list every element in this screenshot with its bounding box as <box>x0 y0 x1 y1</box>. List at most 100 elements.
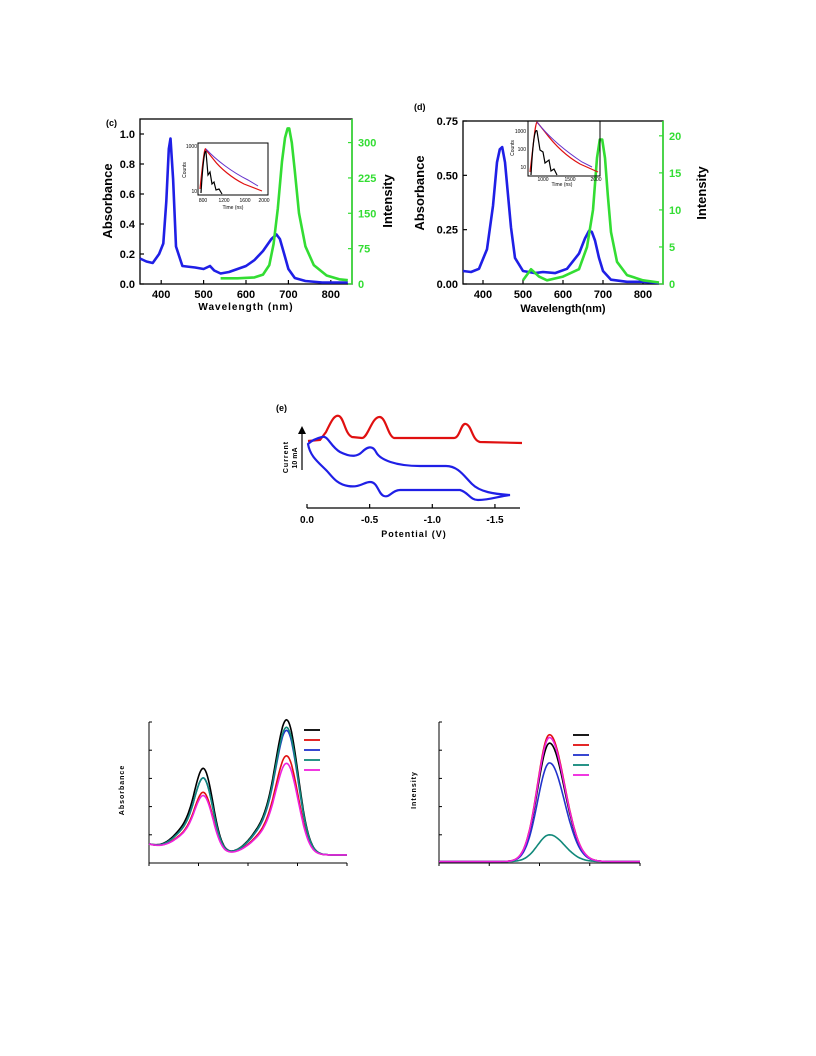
panel-e-dpv-curve <box>307 414 523 445</box>
panel-c-y2tick-label: 300 <box>358 138 376 150</box>
panel-d-xtick-label: 400 <box>474 289 492 301</box>
panel-c-series-emission <box>220 127 348 282</box>
panel-c-ytick-label: 0.6 <box>120 189 135 201</box>
panel-c-inset-xlabel: Time (ns) <box>223 205 244 211</box>
panel-d-xtick-label: 500 <box>514 289 532 301</box>
panel-bl: Absorbance <box>119 718 348 866</box>
panel-c-series-absorbance <box>139 137 348 284</box>
panel-e: (e) 0.0 -0.5 -1.0 -1.5 Potential (V) Curren… <box>276 403 523 539</box>
panel-c-inset-frame <box>197 142 269 196</box>
panel-c-series <box>139 127 348 284</box>
panel-c-y2tick-label: 150 <box>358 208 376 220</box>
panel-br-legend <box>573 734 589 776</box>
panel-d-series-absorbance <box>462 145 660 285</box>
panel-c-ytick-label: 1.0 <box>120 129 135 141</box>
panel-d-ytick-label: 0.00 <box>437 279 458 291</box>
panel-e-xtick-label: -1.0 <box>424 515 442 526</box>
panel-d-inset-xtick: 2000 <box>590 177 601 183</box>
panel-c-y2tick-label: 75 <box>358 244 370 256</box>
panel-c-y2tick-label: 225 <box>358 173 376 185</box>
panel-c: (c) 400 500 600 700 800 0.0 0.2 0.4 0.6 0.8 1.0 0 75… <box>100 118 395 313</box>
panel-e-xtick-label: 0.0 <box>300 515 314 526</box>
panel-d-label: (d) <box>414 102 426 112</box>
panel-d-ytick-label: 0.75 <box>437 116 458 128</box>
panel-br-series-line <box>439 736 640 863</box>
panel-c-inset-ytick: 1000 <box>186 144 197 150</box>
panel-c-ticks: 400 500 600 700 800 0.0 0.2 0.4 0.6 0.8 1.0 0 75 150 2… <box>120 129 377 301</box>
panel-bl-ticks <box>148 721 348 866</box>
panel-d-inset-frame <box>527 120 601 177</box>
panel-d-y2tick-label: 20 <box>669 131 681 143</box>
panel-d-inset-xtick: 1000 <box>537 177 548 183</box>
panel-br-series <box>439 733 640 863</box>
panel-d-xtick-label: 700 <box>594 289 612 301</box>
panel-br: Intensity <box>411 721 641 866</box>
panel-d-ticks: 400 500 600 700 800 0.00 0.25 0.50 0.75 0 5 10 15 20 <box>437 116 682 301</box>
panel-e-scale-arrow <box>298 426 306 434</box>
panel-bl-legend <box>304 729 320 771</box>
panel-d-y2label: Intensity <box>694 166 709 220</box>
panel-c-inset-xtick: 1600 <box>239 198 250 204</box>
panel-d-series <box>462 138 660 285</box>
panel-c-ylabel: Absorbance <box>100 163 115 238</box>
panel-e-xtick-label: -0.5 <box>361 515 379 526</box>
panel-c-xtick-label: 500 <box>194 289 212 301</box>
panel-d-xtick-label: 800 <box>634 289 652 301</box>
panel-br-ticks <box>438 721 641 866</box>
panel-d-y2tick-label: 15 <box>669 168 681 180</box>
panel-d-ylabel: Absorbance <box>412 155 427 230</box>
panel-d-inset-ytick: 1000 <box>515 129 526 135</box>
panel-d-y2tick-label: 10 <box>669 205 681 217</box>
panel-c-inset-xtick: 2000 <box>258 198 269 204</box>
panel-c-ytick-label: 0.2 <box>120 249 135 261</box>
panel-bl-ylabel: Absorbance <box>119 765 126 815</box>
panel-c-xtick-label: 400 <box>152 289 170 301</box>
panel-c-ytick-label: 0.4 <box>120 219 136 231</box>
panel-bl-series <box>148 718 347 856</box>
panel-d: (d) 400 500 600 700 800 0.00 0.25 0.50 0.75 0 5 10 1… <box>412 102 709 315</box>
panel-e-xtick-label: -1.5 <box>486 515 504 526</box>
panel-c-xtick-label: 700 <box>279 289 297 301</box>
panel-c-inset-xtick: 800 <box>199 198 208 204</box>
panel-c-ytick-label: 0.8 <box>120 159 135 171</box>
panel-d-inset-ylabel: Counts <box>510 140 516 156</box>
panel-d-inset-ytick: 10 <box>520 165 526 171</box>
panel-c-xtick-label: 800 <box>322 289 340 301</box>
panel-e-ylabel: Current <box>283 441 290 473</box>
panel-e-label: (e) <box>276 403 287 413</box>
panel-d-inset-black <box>530 129 558 176</box>
panel-c-inset-fit <box>205 148 259 187</box>
panel-d-xtick-label: 600 <box>554 289 572 301</box>
panel-c-inset-ytick: 10 <box>191 189 197 195</box>
panel-d-inset-fit <box>536 121 593 168</box>
panel-e-cv-curve <box>306 435 511 502</box>
panel-c-ytick-label: 0.0 <box>120 279 135 291</box>
panel-c-inset-xtick: 1200 <box>218 198 229 204</box>
panel-c-xtick-label: 600 <box>237 289 255 301</box>
panel-c-inset: Counts Time (ns) 1000 10 800 1200 1600 2… <box>182 142 270 211</box>
panel-c-y2tick-label: 0 <box>358 279 364 291</box>
panel-d-inset-xtick: 1500 <box>564 177 575 183</box>
panel-c-inset-black <box>200 150 223 195</box>
panel-br-ylabel: Intensity <box>411 771 418 809</box>
panel-bl-series-line <box>148 726 347 856</box>
panel-c-xlabel: Wavelength (nm) <box>198 302 293 313</box>
panel-br-series-line <box>439 833 640 863</box>
panel-e-ticks: 0.0 -0.5 -1.0 -1.5 <box>300 504 504 526</box>
panel-d-y2tick-label: 5 <box>669 242 675 254</box>
panel-e-xlabel: Potential (V) <box>381 529 447 539</box>
panel-e-scale-label: 10 mA <box>292 447 299 468</box>
panel-bl-series-line <box>148 762 347 856</box>
panel-c-y2label: Intensity <box>380 174 395 228</box>
panel-d-ytick-label: 0.25 <box>437 225 458 237</box>
panel-d-inset-xlabel: Time (ns) <box>552 182 573 188</box>
panel-d-series-emission <box>521 138 660 284</box>
panel-d-inset-ytick: 100 <box>518 147 527 153</box>
panel-c-label: (c) <box>106 118 117 128</box>
panel-c-inset-ylabel: Counts <box>182 162 188 178</box>
panel-d-xlabel: Wavelength(nm) <box>520 303 605 315</box>
panel-d-y2tick-label: 0 <box>669 279 675 291</box>
panel-d-ytick-label: 0.50 <box>437 170 458 182</box>
panel-d-inset: Counts Time (ns) 1000 100 10 1000 1500 2… <box>510 120 602 188</box>
